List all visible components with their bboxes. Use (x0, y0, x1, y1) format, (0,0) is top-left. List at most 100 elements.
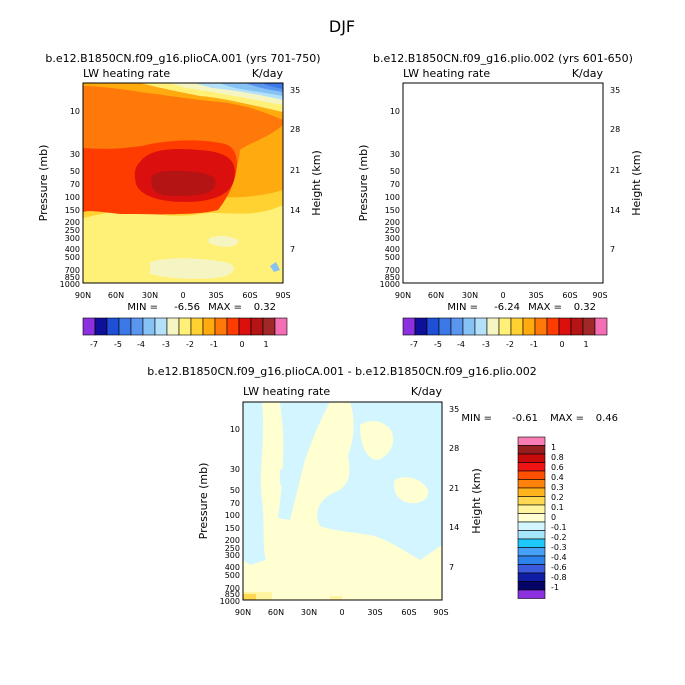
colorbar-swatch (517, 504, 546, 514)
min-label: MIN = (127, 302, 158, 313)
y2-tick-label: 21 (610, 166, 620, 175)
plot-frame (402, 82, 604, 284)
y-tick-label: 50 (390, 167, 400, 176)
colorbar-label: -3 (162, 340, 170, 349)
colorbar-label: -0.1 (551, 523, 567, 532)
colorbar-label: 1 (263, 340, 268, 349)
y-tick-label: 850 (225, 590, 240, 599)
colorbar-label: -1 (551, 583, 559, 592)
panel-plio: b.e12.B1850CN.f09_g16.plio.002 (yrs 601-… (357, 52, 643, 349)
colorbar-swatch (474, 317, 488, 336)
x-tick-label: 60S (562, 291, 577, 300)
y-tick-label: 250 (65, 226, 80, 235)
colorbar-swatch (517, 436, 546, 446)
colorbar-swatch (178, 317, 192, 336)
colorbar-swatch (546, 317, 560, 336)
x-tick-label: 90N (75, 291, 91, 300)
colorbar-swatch (517, 572, 546, 582)
colorbar-swatch (274, 317, 288, 336)
x-tick-label: 90N (235, 608, 251, 617)
colorbar-swatch (517, 445, 546, 455)
colorbar-swatch (517, 547, 546, 557)
colorbar-swatch (517, 513, 546, 523)
contour-band (460, 83, 603, 112)
contour-band (243, 402, 266, 565)
colorbar-swatch (118, 317, 132, 336)
colorbar-swatch (438, 317, 452, 336)
colorbar-swatch (570, 317, 584, 336)
colorbar-swatch (486, 317, 500, 336)
y2-tick-label: 28 (610, 125, 620, 134)
colorbar-label: -2 (506, 340, 514, 349)
contour-band (490, 83, 603, 105)
y-tick-label: 400 (225, 563, 240, 572)
y-tick-label: 400 (385, 245, 400, 254)
y2-tick-label: 14 (449, 523, 459, 532)
colorbar-label: 0.8 (551, 453, 564, 462)
y-tick-label: 30 (390, 150, 400, 159)
y2-tick-label: 7 (449, 563, 454, 572)
y-tick-label: 100 (225, 511, 240, 520)
colorbar-label: 0.1 (551, 503, 564, 512)
colorbar-swatch (558, 317, 572, 336)
y2-axis-label: Height (km) (310, 150, 323, 216)
max-label: MAX = (550, 413, 584, 424)
colorbar-swatch (517, 521, 546, 531)
min-value: -6.24 (494, 302, 520, 313)
contour-band (403, 83, 603, 218)
y-tick-label: 250 (385, 226, 400, 235)
y-tick-label: 1000 (380, 280, 400, 289)
colorbar-label: -1 (530, 340, 538, 349)
panel-difference: b.e12.B1850CN.f09_g16.plioCA.001 - b.e12… (147, 365, 618, 617)
y-tick-label: 300 (385, 234, 400, 243)
colorbar-label: 0.2 (551, 493, 564, 502)
colorbar-swatch (498, 317, 512, 336)
colorbar-label: -3 (482, 340, 490, 349)
heatmap-field (243, 402, 442, 600)
x-tick-label: 30S (528, 291, 543, 300)
y2-tick-label: 28 (449, 444, 459, 453)
colorbar-swatch (517, 462, 546, 472)
y2-tick-label: 35 (449, 405, 459, 414)
variable-label: LW heating rate (403, 67, 490, 80)
y-tick-label: 200 (225, 536, 240, 545)
colorbar-swatch (517, 453, 546, 463)
colorbar-label: -0.6 (551, 563, 567, 572)
y-tick-label: 70 (230, 499, 240, 508)
colorbar-swatch (82, 317, 96, 336)
colorbar-swatch (517, 538, 546, 548)
colorbar (82, 317, 288, 336)
colorbar (402, 317, 608, 336)
y-tick-label: 100 (385, 193, 400, 202)
x-tick-label: 60N (268, 608, 284, 617)
x-tick-label: 60N (108, 291, 124, 300)
figure-title: DJF (329, 17, 355, 36)
colorbar-label: -0.2 (551, 533, 567, 542)
colorbar-swatch (517, 470, 546, 480)
y-tick-label: 500 (225, 571, 240, 580)
colorbar-swatch (130, 317, 144, 336)
colorbar-label: -4 (457, 340, 465, 349)
y-tick-label: 200 (385, 218, 400, 227)
y-tick-label: 150 (385, 206, 400, 215)
max-value: 0.32 (574, 302, 596, 313)
y-tick-label: 1000 (60, 280, 80, 289)
y-axis-label: Pressure (mb) (37, 145, 50, 222)
contour-band (208, 235, 239, 247)
y-axis-label: Pressure (mb) (197, 463, 210, 540)
contour-band (278, 402, 330, 520)
contour-band (317, 402, 442, 560)
y-tick-label: 250 (225, 544, 240, 553)
colorbar-swatch (226, 317, 240, 336)
colorbar-label: -0.8 (551, 573, 567, 582)
y-tick-label: 10 (230, 425, 240, 434)
contour-band (540, 83, 603, 96)
y-tick-label: 30 (70, 150, 80, 159)
y2-tick-label: 35 (610, 86, 620, 95)
heatmap-field (83, 83, 283, 283)
min-value: -0.61 (512, 413, 538, 424)
units-label: K/day (252, 67, 284, 80)
colorbar-label: 1 (551, 443, 556, 452)
colorbar-swatch (582, 317, 596, 336)
